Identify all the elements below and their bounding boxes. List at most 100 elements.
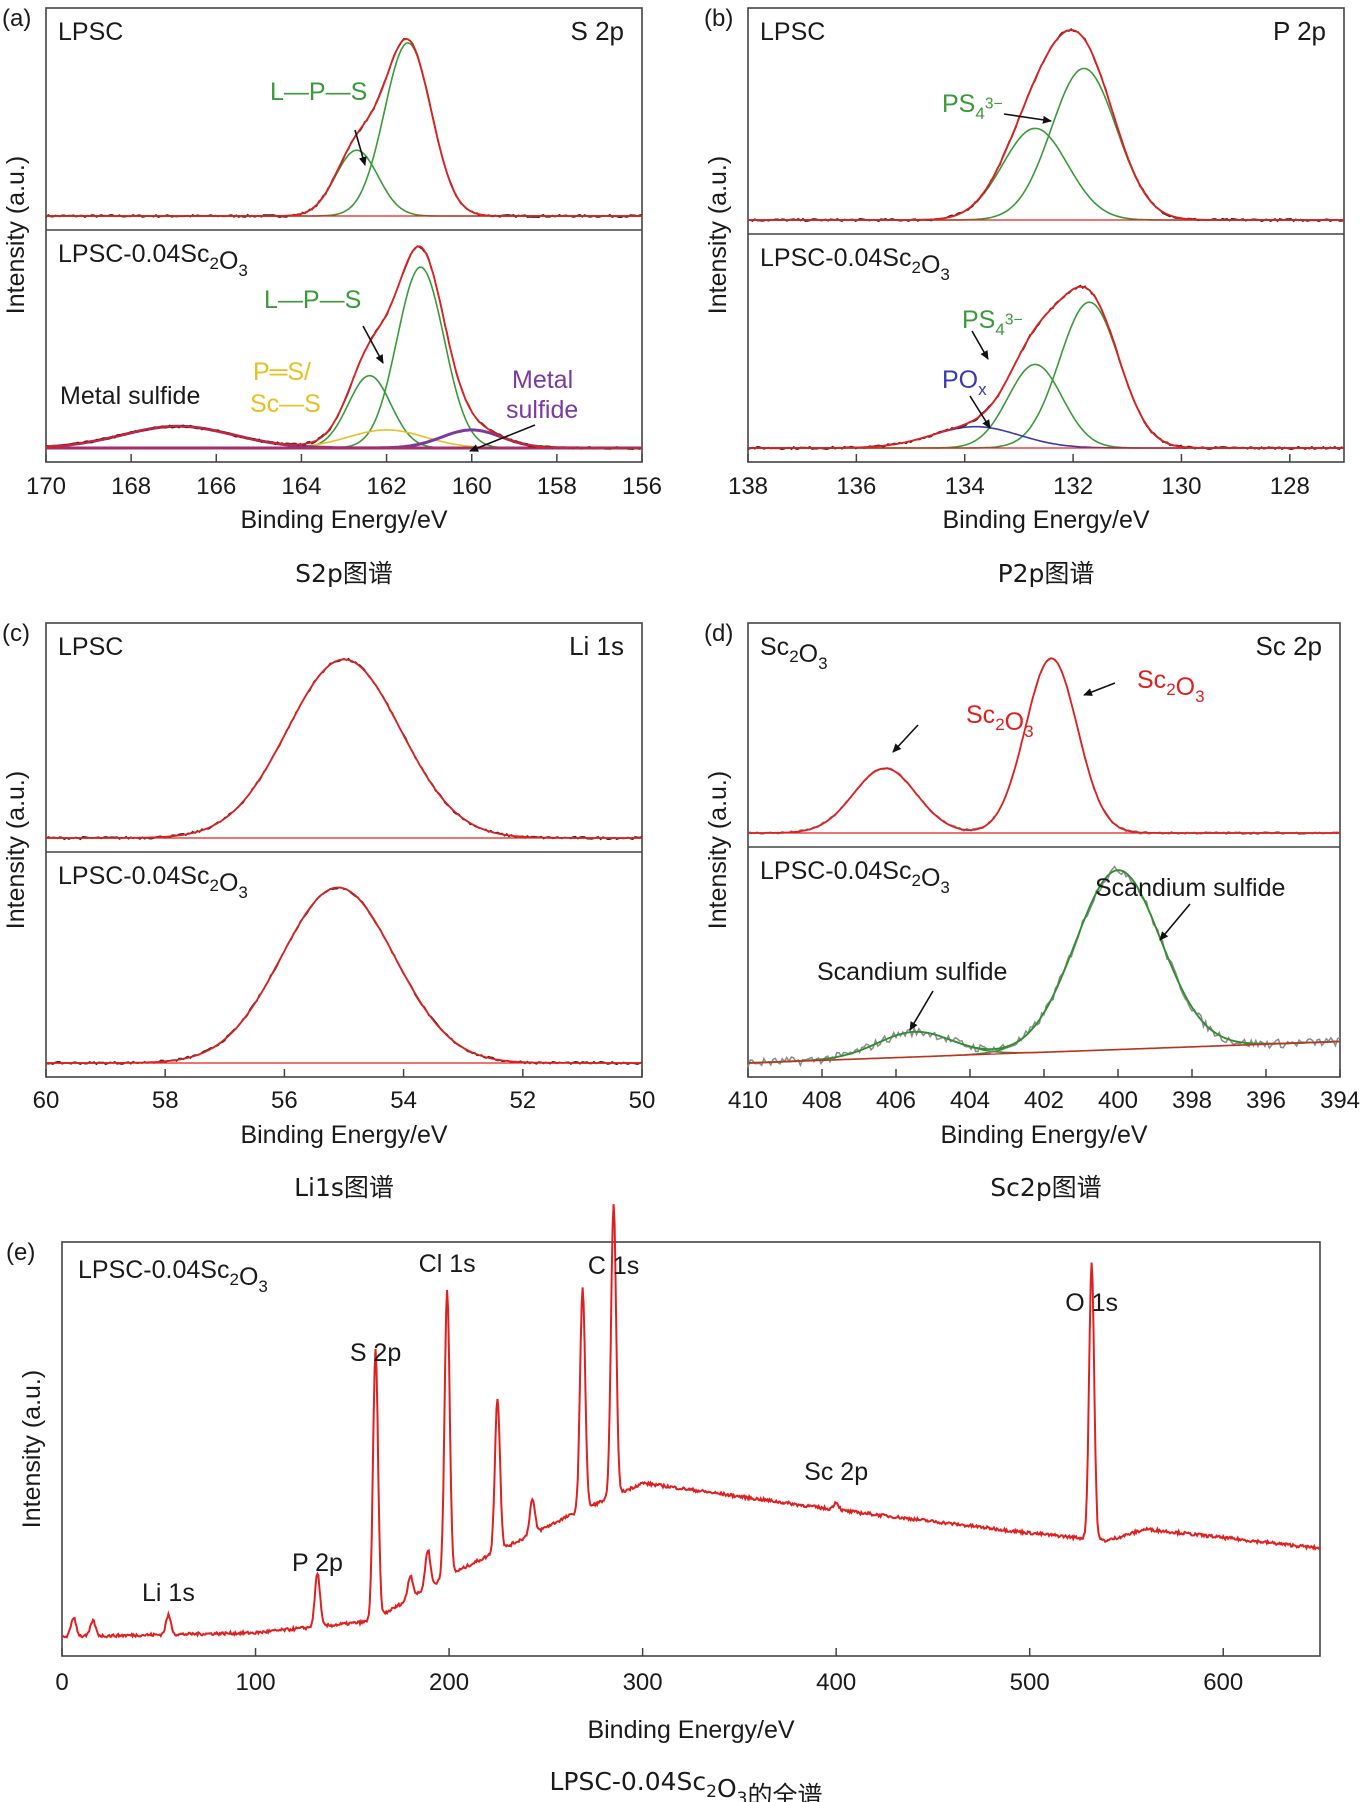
peak-annotation: Metal sulfide	[60, 382, 200, 410]
x-tick-label: 396	[1246, 1087, 1286, 1114]
panel-caption: S2p图谱	[295, 559, 393, 588]
component-peak	[747, 1031, 1341, 1064]
annotation-arrow	[969, 395, 991, 429]
annotation-arrow	[362, 325, 384, 364]
element-label: P 2p	[1273, 16, 1326, 46]
x-tick-label: 130	[1161, 473, 1201, 500]
plot-frame	[45, 7, 643, 463]
subplot-1: LPSC	[45, 633, 643, 841]
panel-caption: Sc2p图谱	[990, 1173, 1101, 1202]
x-tick-label: 156	[622, 473, 662, 500]
x-tick-label: 0	[55, 1669, 68, 1696]
y-axis-label: Intensity (a.u.)	[2, 156, 30, 314]
chart-panel-3: (c) Li 1s LPSC LPSC-0.04Sc2O3 60 58 56 54 52 50 Bi…	[2, 620, 655, 1202]
envelope-fit	[747, 869, 1341, 1064]
x-tick-label: 134	[945, 473, 985, 500]
x-tick-label: 600	[1203, 1669, 1243, 1696]
panel-letter: (b)	[704, 5, 733, 32]
x-tick-label: 128	[1270, 473, 1310, 500]
background-line	[747, 1040, 1341, 1064]
x-tick-label: 300	[623, 1669, 663, 1696]
peak-label: Cl 1s	[419, 1250, 476, 1278]
peak-label: P 2p	[292, 1549, 343, 1577]
x-tick-label: 166	[196, 473, 236, 500]
sample-label: LPSC-0.04Sc2O3	[58, 862, 248, 902]
plot-frame	[45, 622, 643, 1078]
y-axis-label: Intensity (a.u.)	[704, 771, 732, 929]
experimental-curve	[45, 37, 643, 219]
peak-annotation: Scandium sulfide	[817, 958, 1007, 986]
component-peak	[748, 425, 1344, 449]
annotation-arrow	[1003, 113, 1052, 124]
subplot-2: LPSC-0.04Sc2O3 L—P—S P═S/Sc—S Metal sulfide…	[45, 240, 643, 452]
x-tick-label: 58	[152, 1087, 179, 1114]
panel-caption: P2p图谱	[998, 559, 1095, 588]
experimental-curve	[747, 284, 1345, 451]
x-tick-label: 400	[1098, 1087, 1138, 1114]
chart-panel-2: (b) P 2p LPSC PS43− LPSC-0.04Sc2O3 PS43− POx 13…	[704, 5, 1345, 588]
sample-label: LPSC-0.04Sc2O3	[760, 244, 950, 284]
survey-spectrum	[61, 1204, 1321, 1639]
subplot-2: LPSC-0.04Sc2O3	[45, 862, 643, 1066]
plot-frame	[747, 7, 1345, 463]
element-label: S 2p	[571, 16, 625, 46]
component-peak	[46, 149, 642, 217]
x-axis-label: Binding Energy/eV	[240, 506, 447, 534]
peak-annotation: Sc2O3	[1137, 666, 1205, 706]
subplot-2: LPSC-0.04Sc2O3 Scandium sulfide Scandium s…	[747, 857, 1341, 1068]
x-tick-label: 400	[816, 1669, 856, 1696]
x-tick-label: 162	[367, 473, 407, 500]
component-peak	[748, 363, 1344, 449]
sample-label: LPSC-0.04Sc2O3	[58, 240, 248, 280]
chart-panel-5: (e) LPSC-0.04Sc2O3 Li 1s P 2p S 2p Cl 1s C 1s S…	[6, 1204, 1321, 1802]
envelope-fit	[46, 658, 642, 839]
chart-panel-4: (d) Sc 2p Sc2O3 Sc2O3 Sc2O3 LPSC-0.04Sc2O3 Sca…	[704, 620, 1360, 1202]
x-tick-label: 164	[281, 473, 321, 500]
x-axis-label: Binding Energy/eV	[942, 506, 1149, 534]
x-tick-label: 168	[111, 473, 151, 500]
experimental-curve	[748, 657, 1341, 836]
sample-label: LPSC	[760, 18, 825, 46]
subplot-1: LPSC L—P—S	[45, 18, 643, 219]
x-tick-label: 402	[1024, 1087, 1064, 1114]
peak-annotation: P═S/	[253, 358, 311, 386]
annotation-arrow	[1159, 903, 1191, 941]
x-axis-label: Binding Energy/eV	[240, 1121, 447, 1149]
annotation-arrow	[909, 990, 934, 1031]
plot-frame	[747, 622, 1341, 1078]
plot-frame	[61, 1241, 1321, 1657]
peak-annotation: Sc2O3	[966, 701, 1034, 741]
sample-label: Sc2O3	[760, 633, 828, 673]
x-tick-label: 138	[728, 473, 768, 500]
sample-label: LPSC	[58, 18, 123, 46]
peak-label: Sc 2p	[804, 1458, 868, 1486]
x-tick-label: 56	[271, 1087, 298, 1114]
experimental-curve	[45, 886, 643, 1066]
component-peak	[748, 67, 1344, 221]
sample-label: LPSC-0.04Sc2O3	[760, 857, 950, 897]
x-tick-label: 52	[509, 1087, 536, 1114]
subplot-1: LPSC PS43−	[747, 18, 1345, 223]
x-tick-label: 398	[1172, 1087, 1212, 1114]
peak-annotation: L—P—S	[264, 286, 361, 314]
component-peak	[45, 424, 642, 450]
x-axis-label: Binding Energy/eV	[587, 1716, 794, 1744]
panel-letter: (d)	[704, 620, 733, 647]
element-label: Sc 2p	[1256, 631, 1323, 661]
x-tick-label: 136	[836, 473, 876, 500]
peak-label: O 1s	[1065, 1289, 1118, 1317]
peak-label: C 1s	[588, 1252, 639, 1280]
sample-label: LPSC-0.04Sc2O3	[78, 1256, 268, 1296]
x-tick-label: 158	[537, 473, 577, 500]
x-tick-label: 500	[1010, 1669, 1050, 1696]
x-tick-label: 410	[728, 1087, 768, 1114]
peak-label: S 2p	[350, 1339, 401, 1367]
x-axis-label: Binding Energy/eV	[940, 1121, 1147, 1149]
peak-annotation: Metal	[512, 366, 573, 394]
y-axis-label: Intensity (a.u.)	[704, 156, 732, 314]
experimental-curve	[45, 657, 643, 841]
peak-annotation: POx	[942, 366, 987, 399]
x-tick-label: 100	[236, 1669, 276, 1696]
peak-label: Li 1s	[142, 1579, 195, 1607]
